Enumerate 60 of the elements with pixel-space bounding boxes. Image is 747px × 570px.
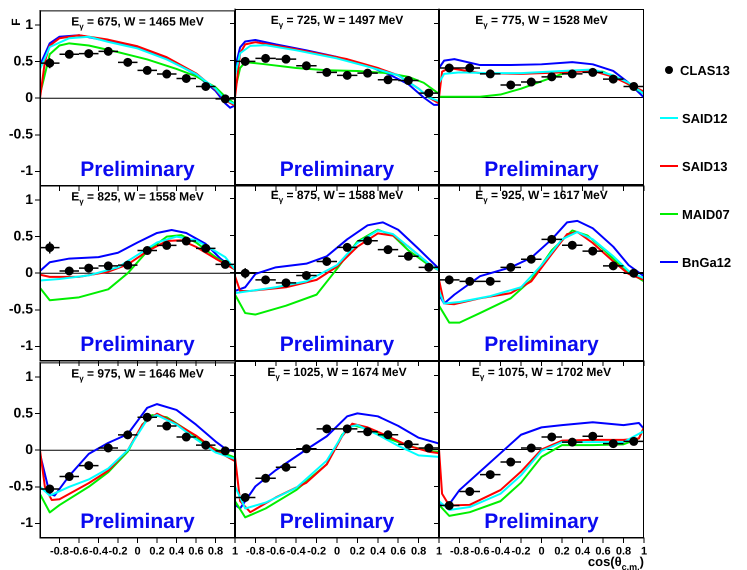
x-tick-label: 0 [134,546,141,558]
y-tick-label: 0 [25,264,34,280]
annotation: Preliminary [80,510,196,533]
x-tick-label: 1 [436,546,442,558]
x-tick-label: -0.6 [470,546,490,558]
y-tick-label: -0.5 [8,300,34,317]
x-tick-label: -0.8 [246,546,265,558]
legend-label: SAID13 [682,158,728,174]
legend-label: CLAS13 [680,62,730,78]
x-tick-label: 0.2 [554,546,570,558]
y-tick-label: 0 [25,89,34,106]
x-tick-label: 0.8 [616,546,632,558]
x-tick-label: -0.8 [450,546,469,558]
y-axis-title: F [9,18,23,26]
x-tick-label: 0.4 [574,546,592,558]
x-tick-label: -0.8 [50,546,69,558]
legend-label: MAID07 [682,206,730,222]
legend-label: BnGa12 [682,254,732,270]
y-tick-label: -1 [20,514,34,530]
x-tick-label: 1 [232,546,238,558]
y-tick-label: 1 [25,190,34,207]
annotation: Preliminary [280,333,395,356]
annotation: Preliminary [484,158,600,181]
x-tick-label: 1 [640,546,648,558]
x-tick-label: 0.8 [208,546,224,558]
y-tick-label: 1 [25,16,34,32]
x-tick-label: 0.6 [390,546,406,558]
y-tick-label: -0.5 [8,126,34,142]
y-tick-label: 0.5 [14,227,34,244]
x-tick-label: 0 [334,546,340,558]
annotation: Preliminary [280,158,395,181]
y-tick-label: 0.5 [14,52,34,68]
annotation: Preliminary [80,158,196,181]
y-tick-label: 0 [25,441,34,458]
x-tick-label: 0.4 [370,546,386,558]
y-tick-label: -1 [20,337,34,354]
x-tick-label: 0.6 [595,546,611,558]
y-tick-label: -1 [20,162,34,178]
x-tick-label: -0.4 [491,546,511,558]
annotation: Preliminary [280,510,395,533]
x-tick-label: -0.2 [307,546,326,558]
y-tick-label: 0.5 [14,404,34,420]
x-tick-label: 0.4 [168,546,186,558]
annotation: Preliminary [484,510,600,533]
x-tick-label: -0.2 [108,546,128,558]
x-tick-label: 0.6 [188,546,204,558]
x-tick-label: -0.6 [70,546,88,558]
x-tick-label: -0.6 [266,546,286,558]
x-tick-label: 0.8 [410,546,426,558]
y-tick-label: 1 [25,368,34,384]
x-tick-label: 0 [538,546,545,558]
y-tick-label: -0.5 [8,478,34,494]
x-tick-label: 0.2 [350,546,366,558]
annotation: Preliminary [80,333,196,356]
x-tick-label: -0.2 [512,546,530,558]
x-tick-label: 0.2 [149,546,165,558]
x-tick-label: -0.4 [89,546,109,558]
annotation: Preliminary [484,333,600,356]
legend-label: SAID12 [682,110,728,126]
x-tick-label: -0.4 [286,546,307,558]
